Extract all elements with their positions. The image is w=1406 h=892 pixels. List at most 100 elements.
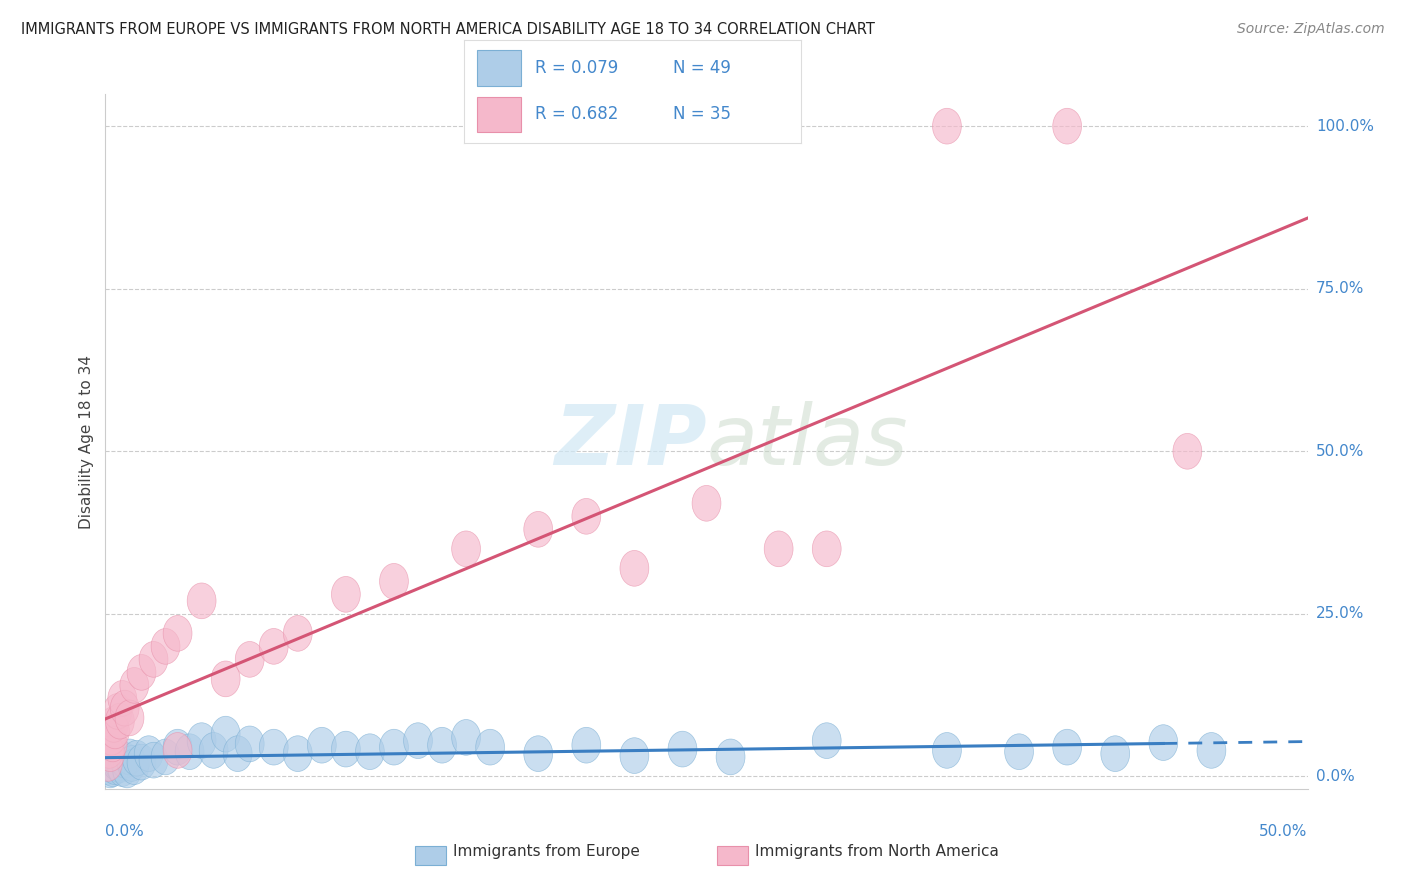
Text: 50.0%: 50.0% bbox=[1260, 824, 1308, 839]
Ellipse shape bbox=[139, 742, 167, 778]
Ellipse shape bbox=[692, 485, 721, 521]
Ellipse shape bbox=[524, 736, 553, 772]
Ellipse shape bbox=[235, 641, 264, 677]
Ellipse shape bbox=[404, 723, 433, 758]
Ellipse shape bbox=[127, 744, 156, 780]
Ellipse shape bbox=[122, 740, 150, 776]
Ellipse shape bbox=[98, 726, 127, 762]
Ellipse shape bbox=[200, 732, 228, 768]
Ellipse shape bbox=[380, 564, 408, 599]
Ellipse shape bbox=[620, 738, 648, 773]
Text: 50.0%: 50.0% bbox=[1316, 444, 1364, 458]
Ellipse shape bbox=[93, 746, 122, 781]
Ellipse shape bbox=[620, 550, 648, 586]
Text: N = 35: N = 35 bbox=[673, 105, 731, 123]
Bar bbox=[478, 96, 522, 132]
Ellipse shape bbox=[1149, 724, 1178, 761]
Ellipse shape bbox=[97, 747, 127, 782]
Ellipse shape bbox=[211, 661, 240, 697]
Text: IMMIGRANTS FROM EUROPE VS IMMIGRANTS FROM NORTH AMERICA DISABILITY AGE 18 TO 34 : IMMIGRANTS FROM EUROPE VS IMMIGRANTS FRO… bbox=[21, 22, 875, 37]
Ellipse shape bbox=[101, 748, 129, 785]
Ellipse shape bbox=[284, 736, 312, 772]
Ellipse shape bbox=[259, 629, 288, 665]
Ellipse shape bbox=[813, 723, 841, 758]
Ellipse shape bbox=[139, 641, 167, 677]
Ellipse shape bbox=[1197, 732, 1226, 768]
Ellipse shape bbox=[101, 713, 129, 748]
Ellipse shape bbox=[135, 736, 163, 772]
Ellipse shape bbox=[105, 703, 135, 739]
Ellipse shape bbox=[765, 531, 793, 566]
Ellipse shape bbox=[115, 739, 143, 775]
Ellipse shape bbox=[524, 511, 553, 547]
Ellipse shape bbox=[96, 736, 125, 772]
Ellipse shape bbox=[103, 693, 132, 730]
Text: 100.0%: 100.0% bbox=[1316, 119, 1374, 134]
Bar bbox=[478, 50, 522, 87]
Ellipse shape bbox=[110, 742, 139, 778]
Ellipse shape bbox=[235, 726, 264, 762]
Ellipse shape bbox=[427, 727, 457, 763]
Ellipse shape bbox=[1053, 108, 1081, 144]
Text: Immigrants from Europe: Immigrants from Europe bbox=[453, 845, 640, 859]
Ellipse shape bbox=[451, 720, 481, 756]
Text: R = 0.682: R = 0.682 bbox=[534, 105, 619, 123]
Ellipse shape bbox=[332, 576, 360, 612]
Ellipse shape bbox=[163, 615, 193, 651]
Ellipse shape bbox=[103, 746, 132, 781]
Ellipse shape bbox=[932, 732, 962, 768]
Ellipse shape bbox=[163, 732, 193, 768]
Ellipse shape bbox=[176, 734, 204, 770]
Ellipse shape bbox=[187, 723, 217, 758]
Text: Immigrants from North America: Immigrants from North America bbox=[755, 845, 998, 859]
Ellipse shape bbox=[259, 730, 288, 765]
Ellipse shape bbox=[127, 655, 156, 690]
Ellipse shape bbox=[572, 727, 600, 763]
Text: 25.0%: 25.0% bbox=[1316, 607, 1364, 622]
Ellipse shape bbox=[108, 751, 136, 787]
Ellipse shape bbox=[94, 732, 124, 768]
Ellipse shape bbox=[120, 748, 149, 785]
Ellipse shape bbox=[1053, 730, 1081, 765]
Ellipse shape bbox=[98, 751, 127, 787]
Text: atlas: atlas bbox=[707, 401, 908, 482]
Text: Source: ZipAtlas.com: Source: ZipAtlas.com bbox=[1237, 22, 1385, 37]
Ellipse shape bbox=[211, 716, 240, 752]
Ellipse shape bbox=[475, 730, 505, 765]
Text: R = 0.079: R = 0.079 bbox=[534, 60, 619, 78]
Ellipse shape bbox=[105, 747, 135, 782]
Ellipse shape bbox=[668, 731, 697, 767]
Ellipse shape bbox=[813, 531, 841, 566]
Ellipse shape bbox=[932, 108, 962, 144]
Ellipse shape bbox=[120, 667, 149, 703]
Ellipse shape bbox=[356, 734, 384, 770]
Ellipse shape bbox=[150, 629, 180, 665]
Ellipse shape bbox=[96, 752, 125, 788]
Ellipse shape bbox=[110, 690, 139, 726]
Ellipse shape bbox=[716, 739, 745, 775]
Ellipse shape bbox=[1173, 434, 1202, 469]
Ellipse shape bbox=[1101, 736, 1129, 772]
Text: N = 49: N = 49 bbox=[673, 60, 731, 78]
Ellipse shape bbox=[284, 615, 312, 651]
Text: 0.0%: 0.0% bbox=[105, 824, 145, 839]
Ellipse shape bbox=[308, 727, 336, 763]
Ellipse shape bbox=[100, 706, 128, 742]
Text: 75.0%: 75.0% bbox=[1316, 281, 1364, 296]
Ellipse shape bbox=[163, 730, 193, 765]
Ellipse shape bbox=[115, 700, 143, 736]
Ellipse shape bbox=[332, 731, 360, 767]
Y-axis label: Disability Age 18 to 34: Disability Age 18 to 34 bbox=[79, 354, 94, 529]
Ellipse shape bbox=[112, 752, 142, 788]
Text: 0.0%: 0.0% bbox=[1316, 769, 1354, 784]
Ellipse shape bbox=[572, 499, 600, 534]
Ellipse shape bbox=[100, 742, 128, 778]
Ellipse shape bbox=[94, 746, 124, 781]
Ellipse shape bbox=[1005, 734, 1033, 770]
Ellipse shape bbox=[150, 739, 180, 775]
Ellipse shape bbox=[187, 583, 217, 619]
Ellipse shape bbox=[380, 730, 408, 765]
Ellipse shape bbox=[108, 681, 136, 716]
Ellipse shape bbox=[224, 736, 252, 772]
Text: ZIP: ZIP bbox=[554, 401, 707, 482]
